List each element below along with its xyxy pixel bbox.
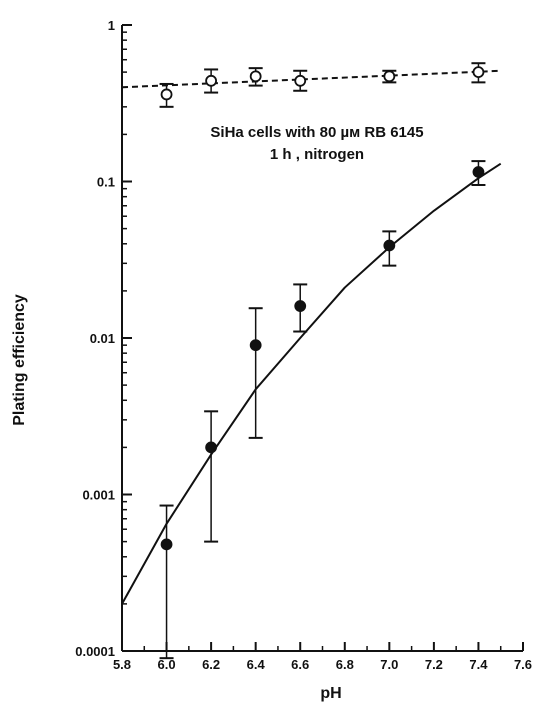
- x-tick-label: 6.0: [158, 657, 176, 672]
- y-tick-label: 1: [108, 18, 115, 33]
- x-tick-label: 7.2: [425, 657, 443, 672]
- annotation-line-1: SiHa cells with 80 µм RB 6145: [210, 124, 423, 141]
- annotation-line-2: 1 h , nitrogen: [270, 146, 364, 163]
- tick-labels: 0.0001 0.001 0.01 0.1 1 5.8 6.0 6.2 6.4 6.6 6.8 7.0…: [75, 18, 532, 672]
- x-tick-label: 6.4: [247, 657, 266, 672]
- open-circle-point: [294, 74, 307, 87]
- fit-line-series-1: [121, 69, 501, 89]
- y-tick-label: 0.1: [97, 175, 115, 190]
- x-axis-title: pH: [320, 685, 341, 702]
- filled-circle-point: [160, 538, 173, 551]
- filled-circle-point: [294, 300, 307, 312]
- x-tick-label: 7.0: [380, 657, 398, 672]
- x-tick-label: 6.8: [336, 657, 354, 672]
- x-tick-label: 7.4: [469, 657, 488, 672]
- open-circle-point: [249, 70, 262, 83]
- open-circle-point: [472, 66, 485, 79]
- open-circle-point: [383, 70, 396, 83]
- filled-circle-point: [383, 239, 396, 252]
- x-tick-label: 6.2: [202, 657, 220, 672]
- y-tick-label: 0.001: [82, 488, 115, 503]
- open-circle-point: [205, 74, 218, 87]
- x-tick-label: 7.6: [514, 657, 532, 672]
- y-tick-label: 0.0001: [75, 644, 115, 659]
- fit-line-series-2: [121, 162, 502, 605]
- x-tick-label: 5.8: [113, 657, 131, 672]
- filled-circle-point: [249, 339, 262, 352]
- fit-curves: [121, 69, 502, 605]
- filled-circle-point: [472, 166, 485, 178]
- data-points: [160, 66, 485, 551]
- y-axis-title: Plating efficiency: [11, 294, 28, 426]
- x-tick-label: 6.6: [291, 657, 309, 672]
- axes: [121, 24, 524, 652]
- y-tick-label: 0.01: [90, 331, 115, 346]
- filled-circle-point: [205, 441, 218, 454]
- open-circle-point: [160, 88, 173, 101]
